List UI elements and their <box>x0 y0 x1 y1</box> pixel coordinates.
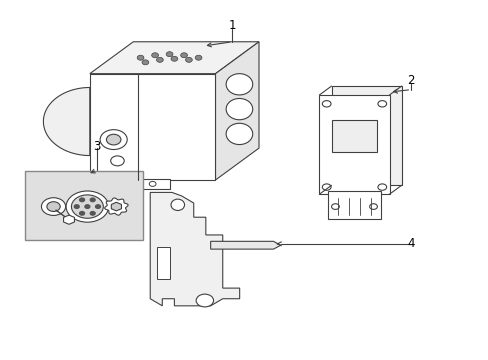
Polygon shape <box>150 192 239 306</box>
Text: 2: 2 <box>407 74 414 87</box>
Bar <box>136 179 169 189</box>
Polygon shape <box>331 86 401 185</box>
Circle shape <box>196 294 213 307</box>
Circle shape <box>151 53 158 58</box>
Circle shape <box>110 156 124 166</box>
Circle shape <box>322 184 330 190</box>
Circle shape <box>71 195 103 218</box>
Circle shape <box>74 205 79 208</box>
Polygon shape <box>43 87 90 156</box>
Circle shape <box>166 52 173 57</box>
Circle shape <box>95 205 100 208</box>
Polygon shape <box>210 241 280 249</box>
Bar <box>90 74 215 180</box>
Ellipse shape <box>225 74 252 95</box>
Circle shape <box>85 205 90 208</box>
Circle shape <box>90 198 95 202</box>
Circle shape <box>331 204 339 210</box>
Circle shape <box>90 212 95 215</box>
Circle shape <box>106 134 121 145</box>
Circle shape <box>41 198 65 215</box>
Circle shape <box>149 181 156 186</box>
Text: 3: 3 <box>93 140 101 153</box>
Circle shape <box>377 184 386 190</box>
Circle shape <box>66 191 108 222</box>
Circle shape <box>377 100 386 107</box>
Circle shape <box>180 53 187 58</box>
Circle shape <box>185 57 192 62</box>
Text: 4: 4 <box>407 237 414 250</box>
Ellipse shape <box>225 123 252 145</box>
Circle shape <box>137 55 143 60</box>
Polygon shape <box>111 202 121 211</box>
Polygon shape <box>104 198 128 215</box>
Polygon shape <box>215 42 259 180</box>
Ellipse shape <box>171 199 184 211</box>
Polygon shape <box>157 247 169 279</box>
Circle shape <box>142 60 148 65</box>
Circle shape <box>195 55 202 60</box>
Bar <box>331 120 377 152</box>
Polygon shape <box>90 42 259 74</box>
Circle shape <box>80 198 84 202</box>
Circle shape <box>369 204 377 210</box>
Polygon shape <box>63 215 74 224</box>
Text: 1: 1 <box>228 19 236 32</box>
Ellipse shape <box>225 99 252 120</box>
Circle shape <box>100 130 127 149</box>
Bar <box>319 95 389 194</box>
Circle shape <box>80 212 84 215</box>
Bar <box>24 171 142 240</box>
Circle shape <box>47 202 60 211</box>
Circle shape <box>156 57 163 62</box>
Circle shape <box>171 56 178 61</box>
Bar <box>327 191 380 219</box>
Circle shape <box>322 100 330 107</box>
